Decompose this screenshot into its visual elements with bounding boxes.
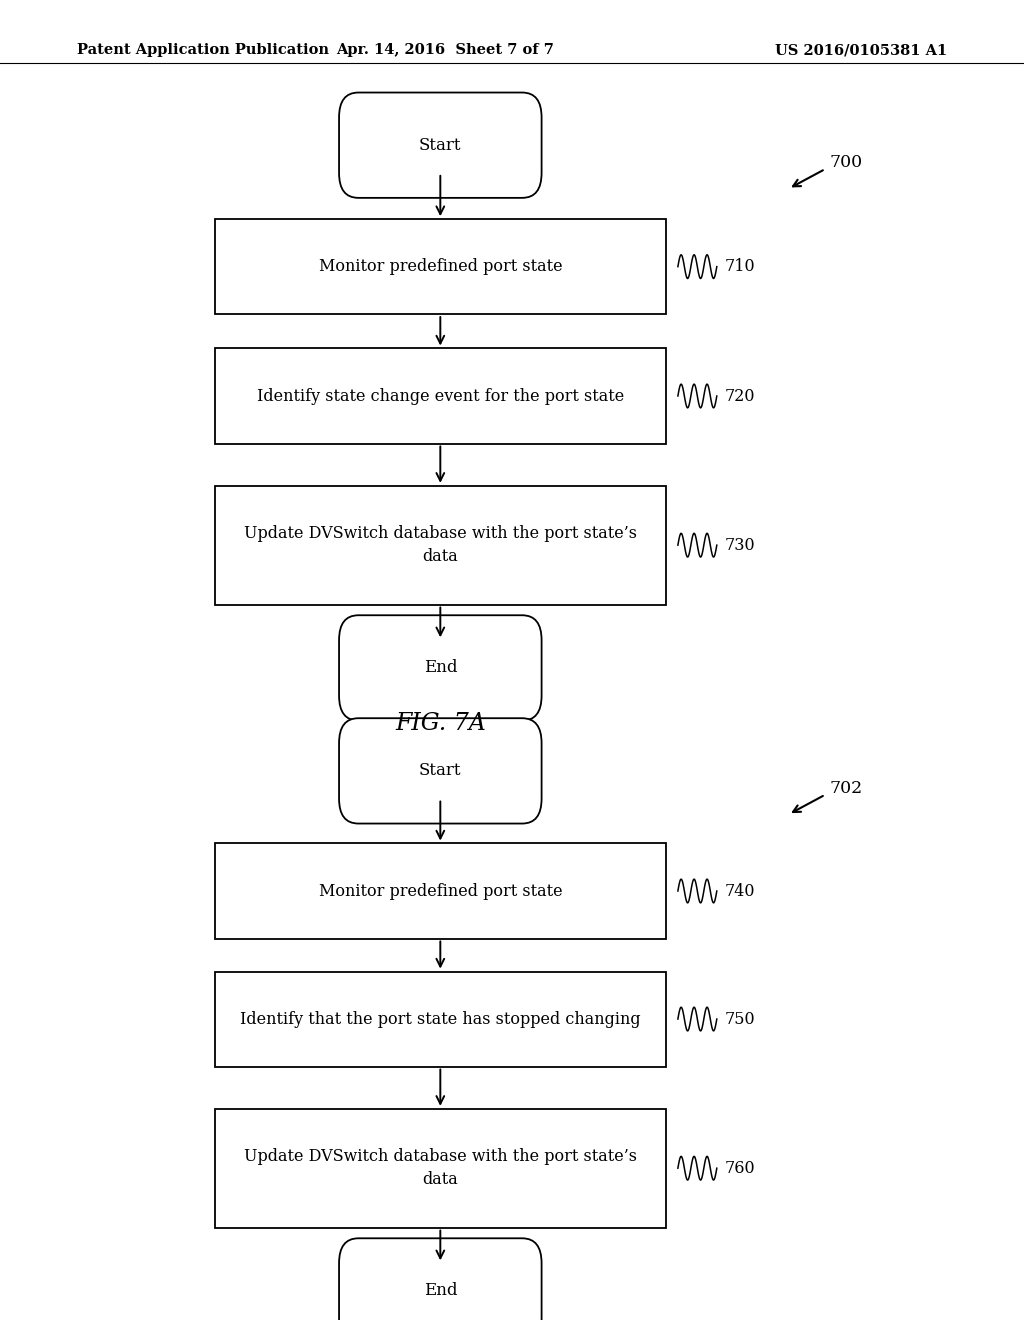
Bar bbox=[215, 219, 666, 314]
Text: Update DVSwitch database with the port state’s
data: Update DVSwitch database with the port s… bbox=[244, 1148, 637, 1188]
Bar bbox=[215, 348, 666, 444]
Text: End: End bbox=[424, 660, 457, 676]
FancyBboxPatch shape bbox=[339, 1238, 542, 1320]
Text: Monitor predefined port state: Monitor predefined port state bbox=[318, 259, 562, 275]
Bar bbox=[215, 972, 666, 1067]
Text: 730: 730 bbox=[725, 537, 756, 553]
Text: US 2016/0105381 A1: US 2016/0105381 A1 bbox=[775, 44, 947, 57]
FancyBboxPatch shape bbox=[339, 615, 542, 721]
Text: 720: 720 bbox=[725, 388, 756, 404]
Text: 760: 760 bbox=[725, 1160, 756, 1176]
Text: 740: 740 bbox=[725, 883, 756, 899]
Bar bbox=[215, 1109, 666, 1228]
Text: Identify state change event for the port state: Identify state change event for the port… bbox=[257, 388, 624, 404]
FancyBboxPatch shape bbox=[339, 718, 542, 824]
Text: 710: 710 bbox=[725, 259, 756, 275]
FancyBboxPatch shape bbox=[339, 92, 542, 198]
Text: End: End bbox=[424, 1283, 457, 1299]
Text: 700: 700 bbox=[829, 154, 862, 170]
Text: Start: Start bbox=[419, 137, 462, 153]
Text: Patent Application Publication: Patent Application Publication bbox=[77, 44, 329, 57]
Text: Identify that the port state has stopped changing: Identify that the port state has stopped… bbox=[240, 1011, 641, 1027]
Bar bbox=[215, 843, 666, 939]
Text: Monitor predefined port state: Monitor predefined port state bbox=[318, 883, 562, 899]
Bar bbox=[215, 486, 666, 605]
Text: 702: 702 bbox=[829, 780, 862, 796]
Text: Start: Start bbox=[419, 763, 462, 779]
Text: 750: 750 bbox=[725, 1011, 756, 1027]
Text: Update DVSwitch database with the port state’s
data: Update DVSwitch database with the port s… bbox=[244, 525, 637, 565]
Text: Apr. 14, 2016  Sheet 7 of 7: Apr. 14, 2016 Sheet 7 of 7 bbox=[337, 44, 554, 57]
Text: FIG. 7A: FIG. 7A bbox=[395, 711, 485, 735]
